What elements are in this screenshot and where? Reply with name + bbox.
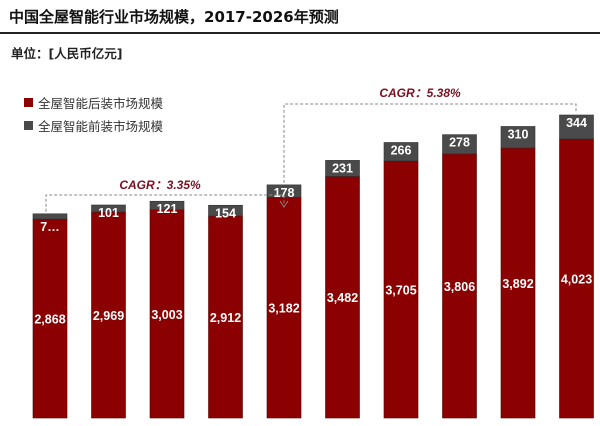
label-after-7: 3,806 [444,280,475,294]
bar-front-0 [32,213,68,220]
legend-label-front: 全屋智能前装市场规模 [38,119,164,134]
arrow-icon [279,200,289,208]
cagr-bracket-1 [45,194,285,212]
bar-after-0 [32,218,68,419]
legend-item-after: 全屋智能后装市场规模 [24,93,163,112]
bar-after-4 [266,196,302,419]
legend-item-front: 全屋智能前装市场规模 [24,116,163,135]
bar-front-9 [559,114,594,140]
bar-front-6 [383,142,419,162]
bar-after-6 [383,160,419,419]
label-after-0: 2,868 [34,313,65,327]
bar-front-8 [500,126,536,149]
label-after-2: 3,003 [151,308,182,322]
legend-swatch-front [24,121,33,130]
label-after-9: 4,023 [561,272,592,286]
unit-label: 单位：[人民币亿元] [11,46,123,61]
bar-front-5 [325,160,360,177]
label-after-3: 2,912 [210,311,241,325]
bar-after-9 [559,138,594,419]
cagr-label-1: CAGR：3.35% [119,178,201,192]
bar-front-3 [208,204,243,217]
label-front-4: 178 [274,186,295,200]
label-after-6: 3,705 [385,283,416,297]
label-front-8: 310 [508,127,529,141]
bar-after-3 [208,215,243,419]
label-front-9: 344 [566,116,587,130]
bar-after-5 [325,176,360,419]
label-front-1: 101 [98,206,119,220]
label-front-3: 154 [215,206,236,220]
label-front-2: 121 [157,202,178,216]
label-front-0: 7… [40,220,59,234]
label-after-4: 3,182 [268,302,299,316]
legend-swatch-after [24,98,33,107]
bar-front-7 [442,134,477,155]
label-after-1: 2,969 [93,309,124,323]
bar-after-7 [442,153,477,419]
label-front-6: 266 [391,143,412,157]
label-front-7: 278 [449,136,470,150]
label-after-5: 3,482 [327,291,358,305]
title-divider [0,32,600,34]
bar-front-2 [149,200,185,210]
chart-title: 中国全屋智能行业市场规模，2017-2026年预测 [9,8,339,26]
label-after-8: 3,892 [502,277,533,291]
label-front-5: 231 [332,161,353,175]
legend-label-after: 全屋智能后装市场规模 [38,96,164,111]
bar-after-1 [91,211,126,419]
cagr-label-2: CAGR：5.38% [379,86,461,100]
bar-front-1 [91,204,126,213]
bar-after-8 [500,147,536,419]
